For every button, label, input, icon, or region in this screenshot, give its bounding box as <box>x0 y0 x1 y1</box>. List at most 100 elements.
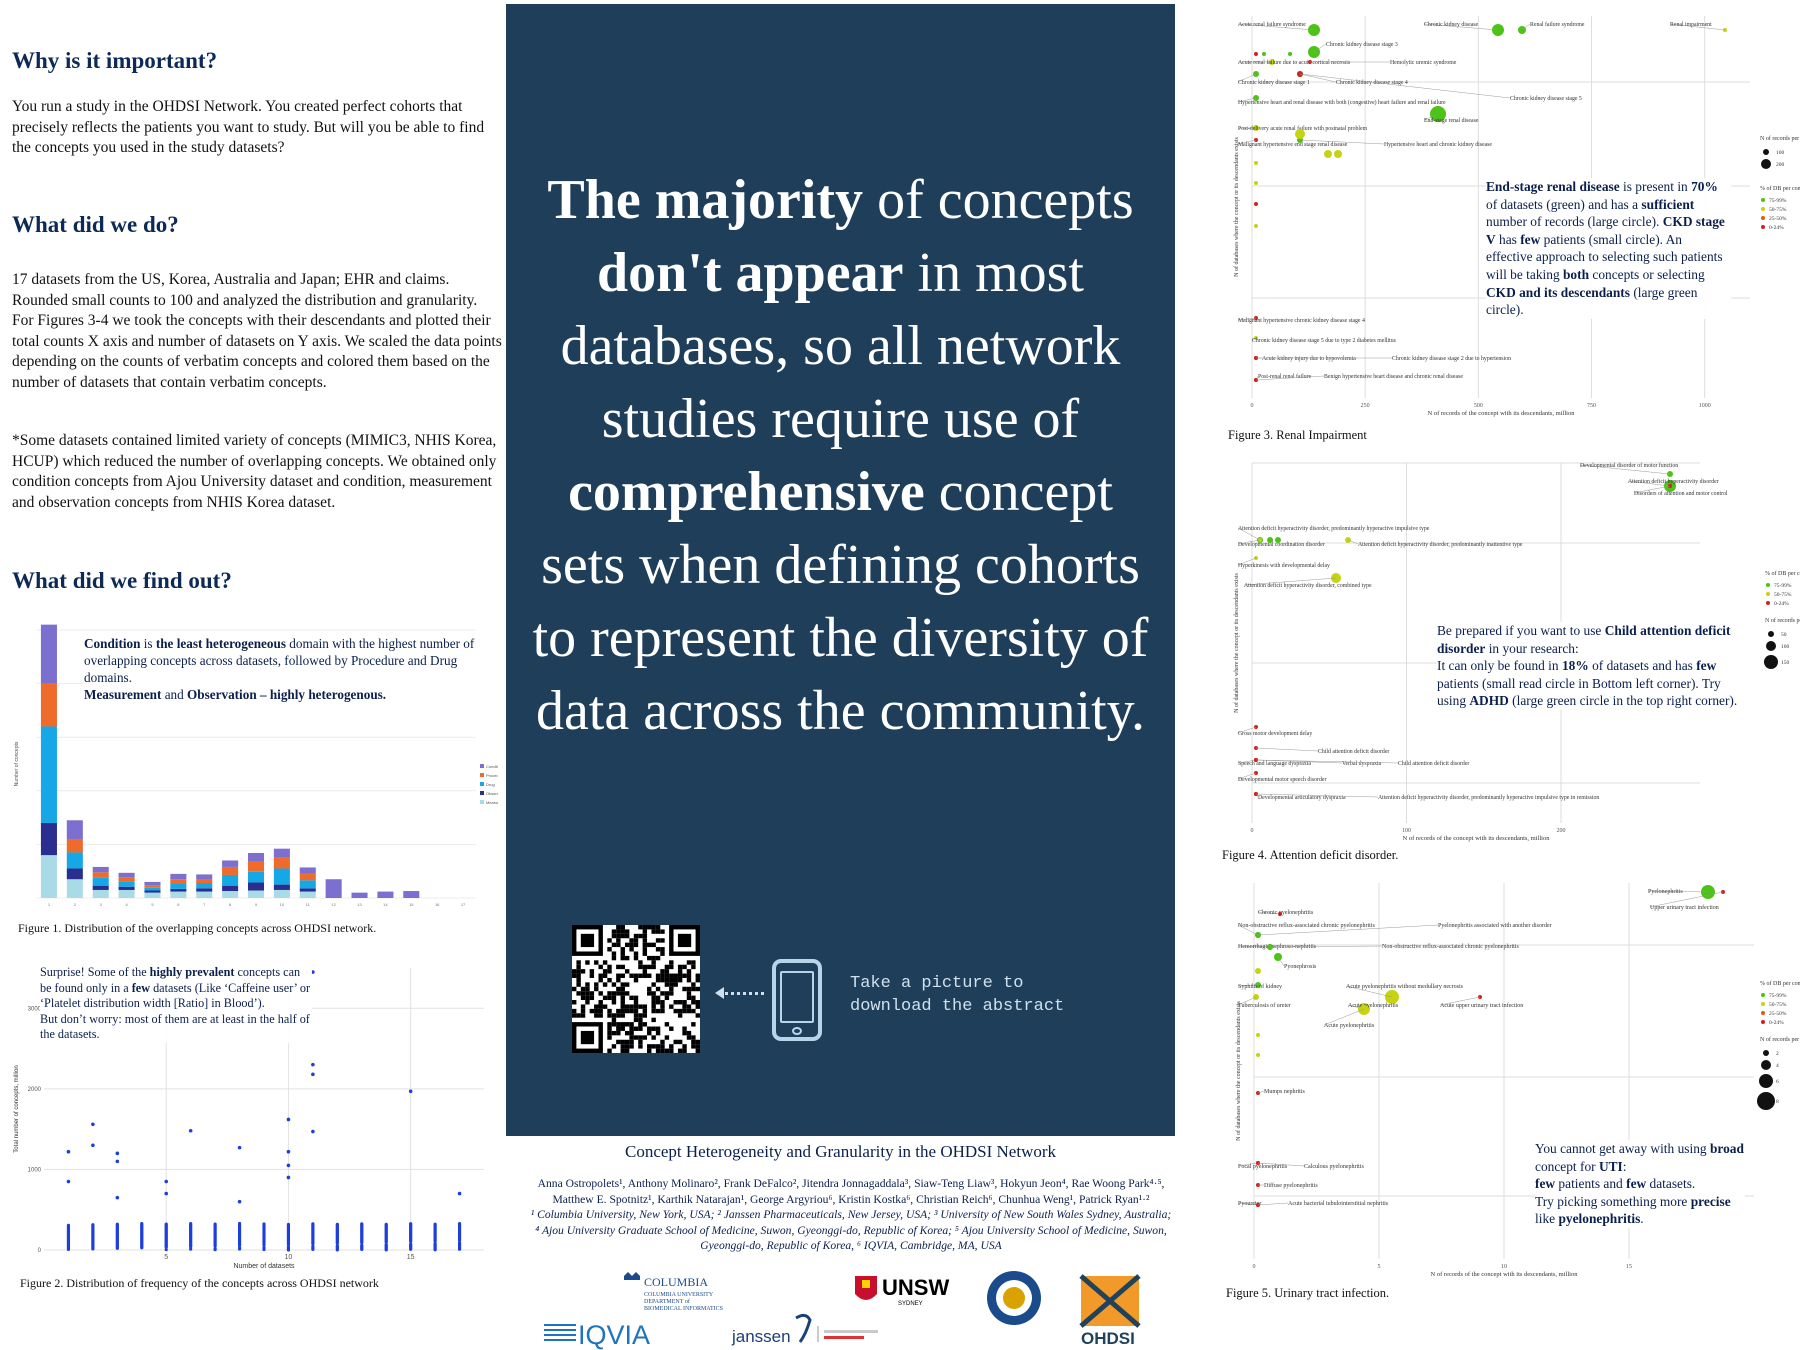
qr-module <box>651 964 656 970</box>
qr-module <box>638 1017 643 1023</box>
data-point <box>311 1244 315 1248</box>
point-label: Chronic kidney disease stage 4 <box>1336 80 1408 86</box>
qr-module <box>602 995 608 1001</box>
qr-module <box>686 969 692 974</box>
bar-segment <box>170 891 187 898</box>
y-axis-label: N of databases where the concept or its … <box>1233 572 1240 712</box>
data-point <box>311 1062 315 1067</box>
point-label: Speech and language dyspraxia <box>1238 761 1311 767</box>
qr-module <box>638 1039 643 1045</box>
qr-module <box>620 1026 625 1031</box>
x-tick-label: 9 <box>255 902 258 907</box>
qr-module <box>607 991 612 996</box>
qr-module <box>589 1008 595 1014</box>
qr-module <box>695 1013 700 1018</box>
sponsor-logos: COLUMBIA COLUMBIA UNIVERSITY DEPARTMENT … <box>506 1268 1175 1350</box>
qr-module <box>651 1000 656 1005</box>
legend-label: 6 <box>1776 1079 1779 1085</box>
qr-module <box>660 1039 665 1045</box>
callout-text: is present in <box>1619 179 1692 194</box>
bar-segment <box>196 882 213 889</box>
point-label: End-stage renal disease <box>1424 118 1479 124</box>
qr-module <box>691 960 696 965</box>
label-leader <box>1237 73 1257 83</box>
download-instruction-line: download the abstract <box>850 997 1065 1016</box>
qr-module <box>669 964 674 970</box>
qr-module <box>695 973 700 978</box>
qr-code[interactable] <box>572 925 700 1053</box>
bar-segment <box>222 860 239 867</box>
qr-module <box>620 982 625 987</box>
qr-module <box>669 960 674 965</box>
x-tick-label: 3 <box>100 902 103 907</box>
x-tick-label: 6 <box>177 902 180 907</box>
qr-module <box>682 1048 687 1053</box>
data-point <box>286 1245 291 1249</box>
legend-label: Observation <box>486 791 498 796</box>
legend-title: % of DB per concept <box>1765 570 1800 577</box>
qr-module <box>589 969 595 974</box>
point-label: Developmental coordination disorder <box>1238 542 1325 548</box>
qr-module <box>669 977 674 983</box>
qr-module <box>686 1035 692 1040</box>
point-label: Calculous pyelonephritis <box>1304 1164 1364 1170</box>
qr-module <box>602 969 608 974</box>
qr-module <box>594 986 599 992</box>
qr-module <box>616 1039 621 1045</box>
legend-label: 100 <box>1781 644 1790 650</box>
point-label: Developmental articulatory dyspraxia <box>1258 795 1346 801</box>
qr-module <box>620 991 625 996</box>
qr-module <box>677 964 683 970</box>
data-point <box>91 1122 95 1127</box>
x-tick-label: 13 <box>357 902 362 907</box>
callout-text: of datasets (green) and has a <box>1486 196 1642 212</box>
qr-module <box>691 995 696 1001</box>
qr-module <box>611 955 617 961</box>
found-heading: What did we find out? <box>12 568 232 593</box>
qr-module <box>616 1013 621 1018</box>
qr-module <box>651 929 656 934</box>
callout-text: of datasets and has <box>1588 658 1697 674</box>
bar-segment <box>222 866 239 875</box>
data-point <box>262 1245 266 1250</box>
qr-module <box>633 973 639 978</box>
qr-module <box>655 986 661 992</box>
data-point <box>1254 161 1258 165</box>
bar-segment <box>196 888 213 892</box>
qr-module <box>589 995 595 1001</box>
qr-module <box>616 973 621 978</box>
qr-module <box>651 1004 656 1009</box>
qr-module <box>638 1022 643 1027</box>
x-tick-label: 0 <box>1251 828 1254 834</box>
columbia-sub: DEPARTMENT of <box>644 1298 690 1305</box>
data-point <box>286 1175 291 1180</box>
janssen-logo: janssen <box>731 1313 878 1346</box>
data-point <box>1324 150 1332 158</box>
qr-module <box>594 982 599 987</box>
legend-title: N of records per concept, million <box>1765 617 1800 624</box>
callout-text: number of records (large circle). <box>1486 214 1663 230</box>
qr-module <box>629 1004 634 1009</box>
legend-swatch <box>1761 1020 1765 1024</box>
qr-module <box>620 995 625 1001</box>
qr-module <box>598 973 603 978</box>
qr-code-image <box>572 925 700 1053</box>
qr-module <box>602 1004 608 1009</box>
label-leader <box>1237 539 1261 545</box>
qr-module <box>576 977 581 983</box>
point-label: Renal impairment <box>1670 22 1712 28</box>
point-label: Child attention deficit disorder <box>1398 760 1469 767</box>
qr-module <box>607 995 612 1001</box>
bar-segment <box>66 879 83 898</box>
label-leader <box>1237 772 1257 780</box>
qr-module <box>638 1004 643 1009</box>
ajou-logo <box>987 1271 1041 1325</box>
qr-module <box>660 938 665 943</box>
y-axis-label: Number of concepts <box>14 741 20 786</box>
qr-module <box>607 969 612 974</box>
bar-segment <box>40 624 57 684</box>
qr-module <box>664 995 670 1001</box>
data-point <box>384 1243 388 1247</box>
label-leader <box>1627 480 1671 487</box>
label-leader <box>1669 23 1726 31</box>
